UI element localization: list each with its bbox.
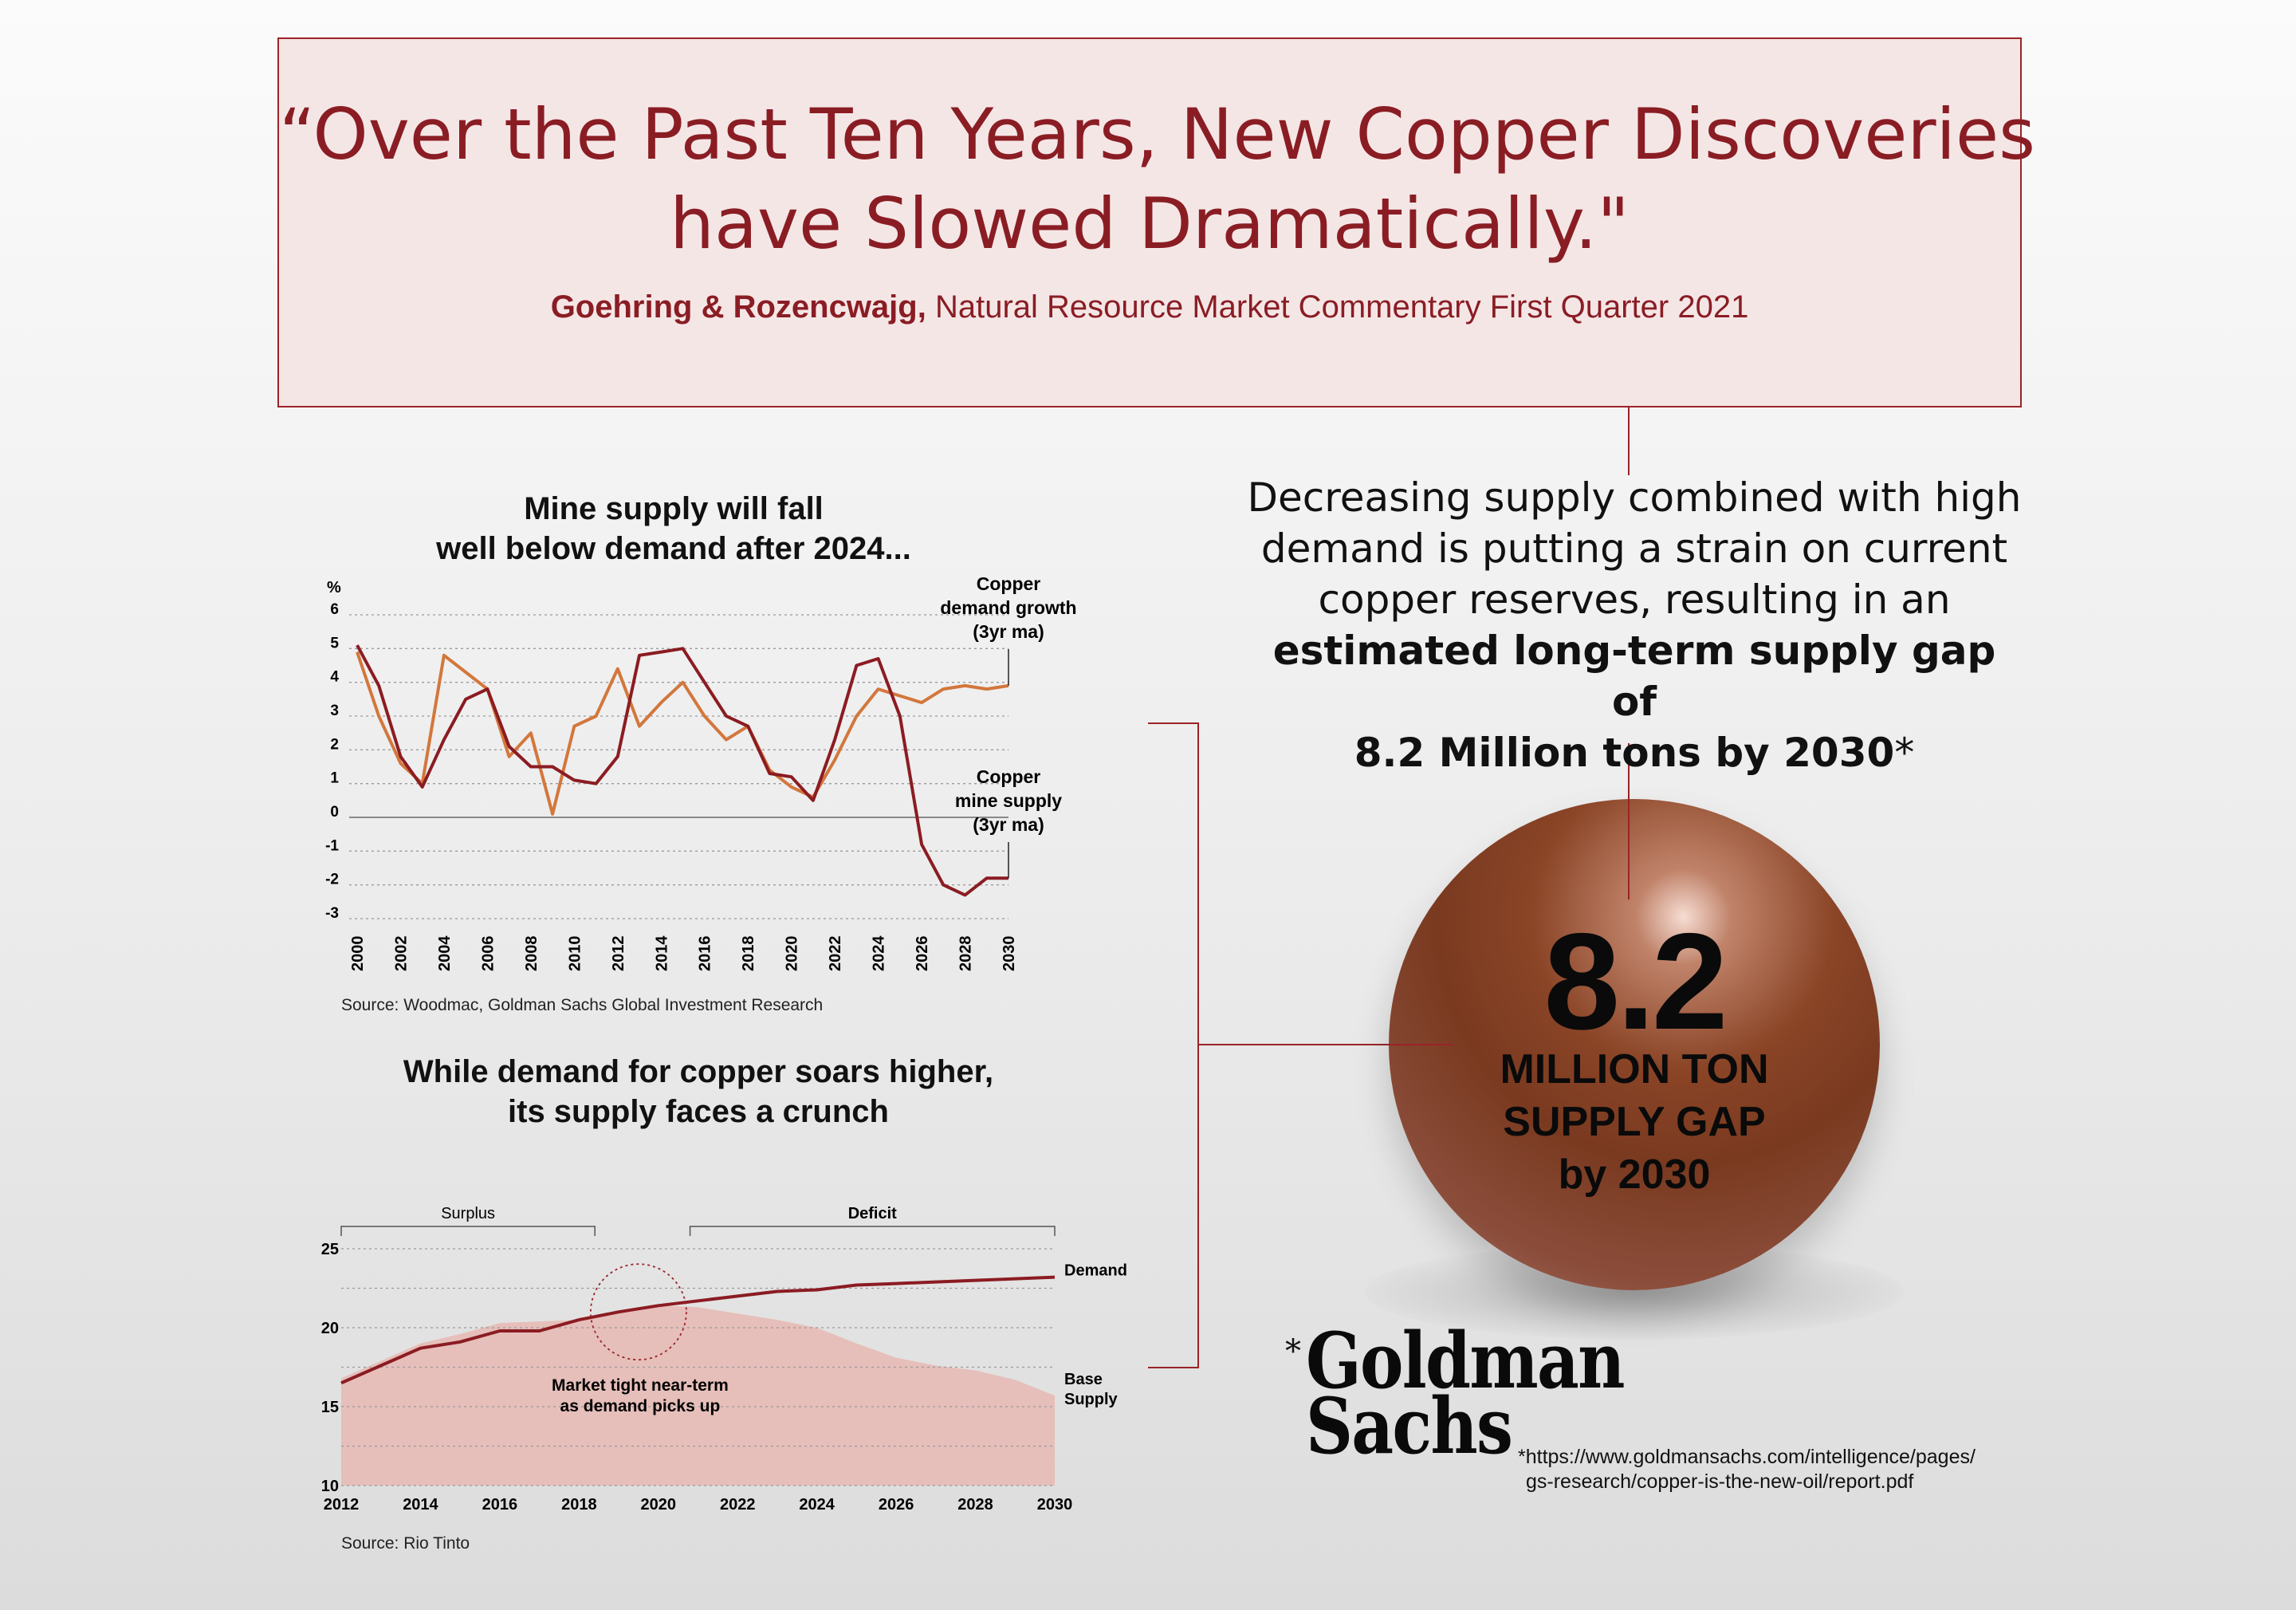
chart1-title-line2: well below demand after 2024... <box>436 531 911 566</box>
chart1-xtick-label: 2000 <box>349 936 367 972</box>
chart1-ytick-label: 1 <box>330 770 339 787</box>
gap-label-line2: SUPPLY GAP <box>1503 1099 1766 1145</box>
chart1-xtick-label: 2006 <box>479 936 497 972</box>
chart1-ytick-label: 3 <box>330 703 339 719</box>
goldman-url-line1: *https://www.goldmansachs.com/intelligen… <box>1518 1446 1976 1468</box>
chart2-annotation: Market tight near-term <box>552 1376 729 1395</box>
chart1-xtick-label: 2026 <box>914 936 931 972</box>
chart1-xtick-label: 2030 <box>1001 936 1018 972</box>
chart1-supply-label: (3yr ma) <box>973 814 1044 835</box>
chart1-xtick-label: 2002 <box>392 936 410 972</box>
chart2-title-line1: While demand for copper soars higher, <box>403 1054 994 1089</box>
statement-line3: copper reserves, resulting in an <box>1318 577 1951 623</box>
chart2-xtick-label: 2012 <box>324 1496 360 1514</box>
statement-bold-line1: estimated long-term supply gap of <box>1272 628 1996 725</box>
chart1-xtick-label: 2020 <box>784 936 801 972</box>
chart1-ytick-label: 6 <box>330 601 339 618</box>
chart1-supply-label: mine supply <box>955 790 1062 811</box>
chart1-xtick-label: 2022 <box>827 936 844 972</box>
chart2-supply-label: Supply <box>1064 1391 1119 1408</box>
gap-label: MILLION TON SUPPLY GAP by 2030 <box>1389 1043 1880 1201</box>
chart2-base-supply-area <box>341 1305 1055 1486</box>
chart2-xtick-label: 2028 <box>957 1496 993 1514</box>
goldman-asterisk: * <box>1285 1333 1301 1370</box>
chart2-deficit-label: Deficit <box>848 1205 897 1222</box>
chart2-xtick-label: 2018 <box>561 1496 597 1514</box>
chart2-deficit-bracket <box>689 1226 1056 1236</box>
chart1-ytick-label: 5 <box>330 635 339 651</box>
chart2-ytick-label: 10 <box>321 1478 339 1495</box>
chart1-ytick-label: -2 <box>325 872 339 888</box>
chart2-ytick-label: 25 <box>321 1241 339 1258</box>
chart1-demand-label: (3yr ma) <box>973 621 1044 642</box>
gap-label-line1: MILLION TON <box>1500 1046 1769 1092</box>
chart2-ytick-label: 15 <box>321 1399 339 1416</box>
chart1-xtick-label: 2018 <box>740 936 757 972</box>
gap-value: 8.2 <box>1543 905 1728 1058</box>
chart2-title: While demand for copper soars higher, it… <box>364 1052 1033 1132</box>
goldman-logo-line2: Sachs <box>1306 1381 1513 1471</box>
chart2-supply-label: Base <box>1064 1371 1103 1388</box>
chart2-xtick-label: 2014 <box>403 1496 438 1514</box>
chart2-demand-line <box>340 1275 1056 1385</box>
chart1-ytick-label: 4 <box>330 669 339 686</box>
chart1-title: Mine supply will fall well below demand … <box>339 489 1008 569</box>
chart1-supply-label: Copper <box>977 766 1041 787</box>
chart2-xtick-label: 2016 <box>482 1496 518 1514</box>
chart1-ytick-label: 2 <box>330 736 339 753</box>
chart2-xtick-label: 2020 <box>641 1496 677 1514</box>
chart2-xtick-label: 2022 <box>720 1496 756 1514</box>
goldman-logo-line1: Goldman <box>1306 1316 1626 1406</box>
supply-gap-statement: Decreasing supply combined with high dem… <box>1244 472 2025 778</box>
quote-publication: Natural Resource Market Commentary First… <box>926 289 1749 325</box>
chart2-xtick-label: 2030 <box>1037 1496 1073 1514</box>
chart1-xtick-label: 2016 <box>697 936 714 972</box>
goldman-sachs-logo: Goldman Sachs <box>1306 1316 1626 1471</box>
statement-line1: Decreasing supply combined with high <box>1247 474 2022 521</box>
chart1-demand-label: Copper <box>977 574 1041 594</box>
goldman-report-url: *https://www.goldmansachs.com/intelligen… <box>1518 1445 1976 1494</box>
copper-sphere <box>1389 799 1880 1290</box>
chart1-ytick-label: -3 <box>325 905 339 922</box>
chart1-mine-supply-line <box>356 644 1008 897</box>
statement-asterisk: * <box>1894 730 1915 776</box>
chart1-ytick-label: 0 <box>330 804 339 821</box>
quote-attribution: Goehring & Rozencwajg, Natural Resource … <box>279 289 2020 325</box>
chart2-svg: 25 20 15 10 2012 2014 2016 2018 2020 2022 2024 202… <box>321 1205 1127 1514</box>
chart1-title-line1: Mine supply will fall <box>524 491 824 526</box>
gap-label-line3: by 2030 <box>1558 1151 1711 1198</box>
statement-bold-line2-wrap: 8.2 Million tons by 2030* <box>1244 727 2025 778</box>
chart1-xtick-label: 2004 <box>436 935 454 971</box>
statement-bold-line2: 8.2 Million tons by 2030 <box>1354 730 1895 776</box>
chart1-xtick-label: 2028 <box>957 936 975 972</box>
quote-box: “Over the Past Ten Years, New Copper Dis… <box>277 37 2035 407</box>
chart1-xtick-label: 2024 <box>871 935 888 971</box>
quote-headline-line2: have Slowed Dramatically." <box>670 183 1630 265</box>
statement-line2: demand is putting a strain on current <box>1260 526 2008 572</box>
chart2-xtick-label: 2024 <box>799 1496 835 1514</box>
chart2-surplus-bracket <box>340 1226 596 1236</box>
chart1-svg: % 6 5 4 3 2 1 0 -1 -2 -3 2000 2002 2004 2006 2008 2010 2… <box>325 574 1077 972</box>
chart1-ylabel: % <box>327 579 341 596</box>
chart1-xtick-label: 2012 <box>610 936 627 972</box>
chart2-ytick-label: 20 <box>321 1320 339 1337</box>
chart2-xtick-label: 2026 <box>879 1496 914 1514</box>
chart1-xtick-label: 2008 <box>523 936 541 972</box>
chart1-source: Source: Woodmac, Goldman Sachs Global In… <box>341 996 824 1014</box>
chart2-annotation: as demand picks up <box>560 1397 721 1415</box>
chart1-ytick-label: -1 <box>325 837 339 854</box>
chart1-demand-label: demand growth <box>940 597 1076 618</box>
chart1-xtick-label: 2010 <box>566 936 584 972</box>
quote-author: Goehring & Rozencwajg, <box>550 289 926 325</box>
chart1-demand-growth-line <box>356 651 1009 816</box>
quote-headline-line1: “Over the Past Ten Years, New Copper Dis… <box>279 93 2035 175</box>
goldman-url-line2: gs-research/copper-is-the-new-oil/report… <box>1526 1470 1914 1493</box>
chart2-demand-label: Demand <box>1064 1262 1127 1280</box>
chart2-title-line2: its supply faces a crunch <box>508 1094 889 1129</box>
chart2-surplus-label: Surplus <box>441 1205 495 1222</box>
chart1-xtick-label: 2014 <box>653 935 670 971</box>
chart2-source: Source: Rio Tinto <box>341 1534 470 1553</box>
